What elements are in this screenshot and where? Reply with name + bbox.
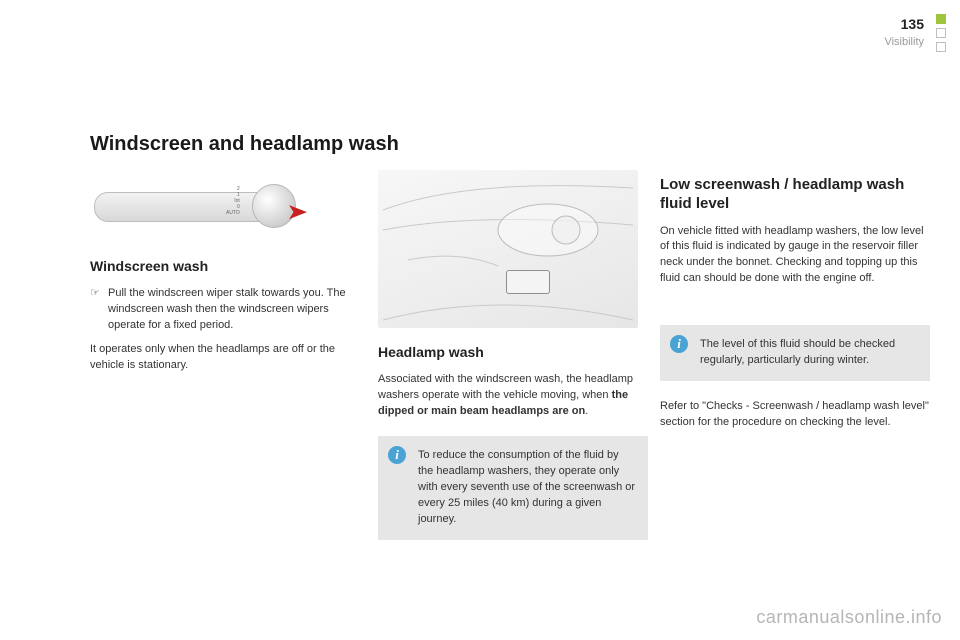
column-windscreen-wash: 2 1 Int 0 AUTO ➤ Windscreen wash Pull th… [90, 170, 360, 382]
infobox-consumption: i To reduce the consumption of the fluid… [378, 436, 648, 540]
column-headlamp-wash: Headlamp wash Associated with the windsc… [378, 170, 648, 552]
headlamp-wash-text: Associated with the windscreen wash, the… [378, 372, 648, 420]
heading-headlamp-wash: Headlamp wash [378, 342, 648, 362]
page-number: 135 [901, 14, 924, 34]
car-svg [378, 170, 638, 328]
heading-fluid-level: Low screenwash / headlamp wash fluid lev… [660, 176, 930, 214]
fluid-level-text: On vehicle fitted with headlamp washers,… [660, 224, 930, 288]
car-outline [378, 170, 638, 328]
page-title: Windscreen and headlamp wash [90, 130, 399, 159]
washer-flap [506, 270, 550, 294]
watermark: carmanualsonline.info [756, 604, 942, 630]
body-refer-checks: Refer to "Checks - Screenwash / headlamp… [660, 399, 930, 431]
marker-empty [936, 28, 946, 38]
infobox-text: The level of this fluid should be checke… [700, 338, 895, 366]
figure-wiper-stalk: 2 1 Int 0 AUTO ➤ [90, 170, 350, 242]
info-icon: i [388, 446, 406, 464]
infobox-text: To reduce the consumption of the fluid b… [418, 449, 635, 525]
figure-headlamp [378, 170, 638, 328]
body-headlamp-wash: Associated with the windscreen wash, the… [378, 372, 648, 420]
text-pre: Associated with the windscreen wash, the… [378, 373, 633, 401]
marker-filled [936, 14, 946, 24]
instruction-bullet: Pull the windscreen wiper stalk towards … [90, 286, 360, 334]
text-post: . [585, 405, 588, 417]
body-fluid-level: On vehicle fitted with headlamp washers,… [660, 224, 930, 288]
refer-text: Refer to "Checks - Screenwash / headlamp… [660, 399, 930, 431]
heading-windscreen-wash: Windscreen wash [90, 256, 360, 276]
info-icon: i [670, 335, 688, 353]
infobox-check-level: i The level of this fluid should be chec… [660, 325, 930, 381]
page-edge-markers [936, 14, 946, 56]
pull-arrow-icon: ➤ [286, 196, 308, 228]
section-name: Visibility [884, 35, 924, 51]
instruction-note: It operates only when the headlamps are … [90, 342, 360, 374]
body-windscreen-wash: Pull the windscreen wiper stalk towards … [90, 286, 360, 374]
column-fluid-level: Low screenwash / headlamp wash fluid lev… [660, 176, 930, 439]
lever-markings: 2 1 Int 0 AUTO [226, 186, 240, 216]
page-header: 135 Visibility [882, 14, 924, 51]
marker-empty [936, 42, 946, 52]
